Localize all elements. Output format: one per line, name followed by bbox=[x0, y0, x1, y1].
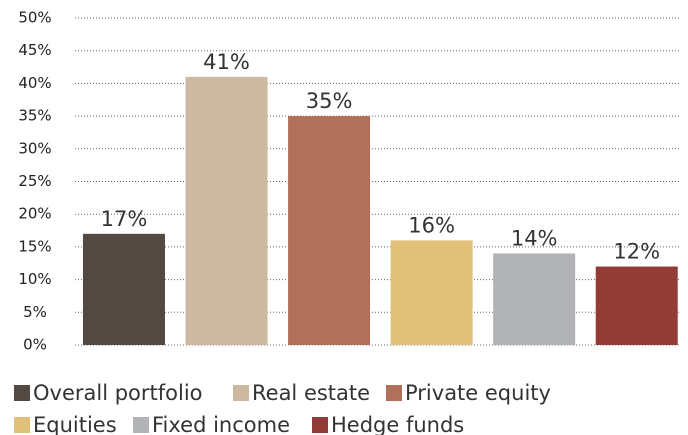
bar bbox=[288, 116, 371, 345]
value-label: 12% bbox=[613, 240, 660, 264]
y-tick-label: 10% bbox=[18, 270, 51, 288]
bar bbox=[185, 76, 268, 346]
legend-label: Fixed income bbox=[152, 413, 290, 435]
y-tick-label: 25% bbox=[18, 172, 51, 190]
y-tick-label: 15% bbox=[18, 237, 51, 255]
y-tick-label: 5% bbox=[23, 303, 47, 321]
y-tick-label: 0% bbox=[23, 336, 47, 354]
y-tick-label: 30% bbox=[18, 139, 51, 157]
legend-label: Overall portfolio bbox=[33, 381, 203, 405]
bar bbox=[595, 266, 678, 345]
bar bbox=[493, 253, 576, 345]
legend-swatch bbox=[133, 417, 149, 433]
y-tick-label: 40% bbox=[18, 74, 51, 92]
y-tick-label: 20% bbox=[18, 205, 51, 223]
y-tick-label: 50% bbox=[18, 9, 51, 27]
value-label: 14% bbox=[511, 226, 558, 250]
legend-label: Private equity bbox=[405, 381, 551, 405]
value-label: 41% bbox=[203, 50, 250, 74]
legend-label: Real estate bbox=[252, 381, 370, 405]
value-label: 35% bbox=[306, 89, 353, 113]
legend-swatch bbox=[14, 417, 30, 433]
legend-label: Equities bbox=[33, 413, 117, 435]
legend-swatch bbox=[386, 385, 402, 401]
legend-label: Hedge funds bbox=[331, 413, 464, 435]
legend-swatch bbox=[312, 417, 328, 433]
y-tick-label: 45% bbox=[18, 41, 51, 59]
bar bbox=[82, 233, 165, 345]
legend-swatch bbox=[233, 385, 249, 401]
value-label: 17% bbox=[101, 207, 148, 231]
bar bbox=[390, 240, 473, 345]
y-tick-label: 35% bbox=[18, 107, 51, 125]
legend-swatch bbox=[14, 385, 30, 401]
value-label: 16% bbox=[408, 213, 455, 237]
